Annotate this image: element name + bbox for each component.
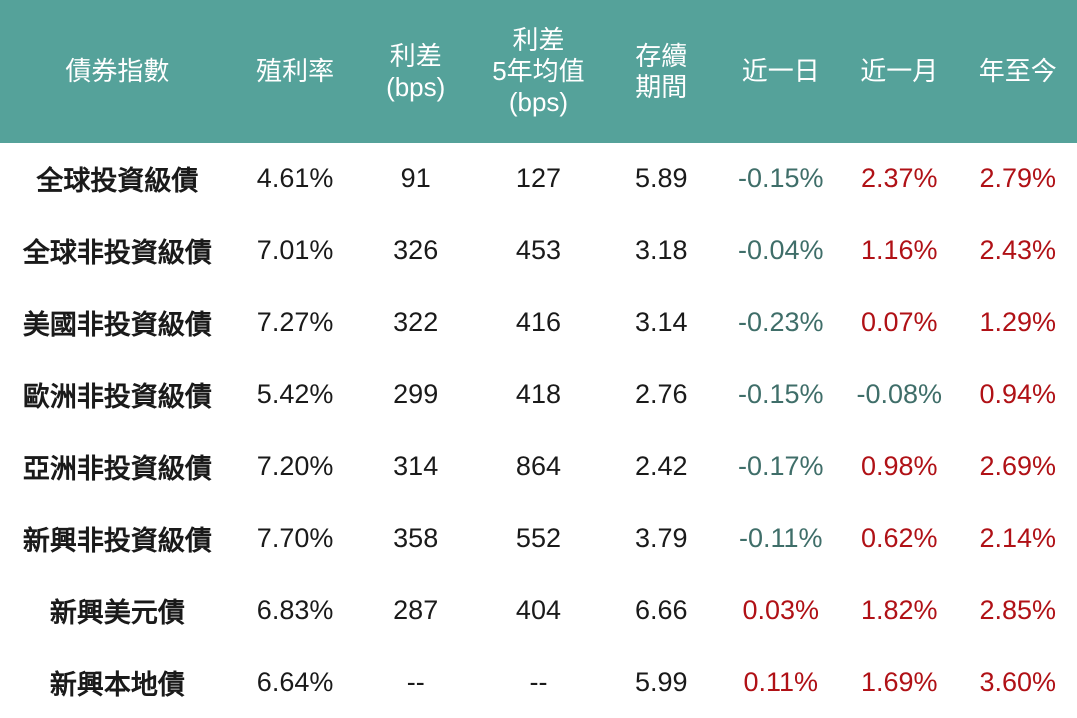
cell-chg_ytd: 2.79% <box>979 163 1057 194</box>
cell-spread_5y_avg_bps: 418 <box>515 379 561 410</box>
cell-index_name: 全球非投資級債 <box>22 238 212 269</box>
table-row: 全球非投資級債 7.01% 326 453 3.18 -0.04% 1.16% 2.43% <box>0 215 1077 287</box>
cell-chg_1d: 0.03% <box>742 594 820 625</box>
cell-chg_ytd: 1.29% <box>979 307 1057 338</box>
header-change-ytd: 年至今 <box>958 0 1077 143</box>
cell-yield: 7.70% <box>256 522 334 553</box>
cell-spread_bps: 326 <box>393 235 439 266</box>
cell-duration: 3.18 <box>634 235 688 266</box>
cell-index_name: 新興非投資級債 <box>22 525 212 556</box>
cell-spread_5y_avg_bps: 127 <box>515 163 561 194</box>
cell-spread_bps: 322 <box>393 307 439 338</box>
cell-spread_5y_avg_bps: -- <box>529 666 548 697</box>
header-yield: 殖利率 <box>234 0 356 143</box>
cell-chg_1m: 0.98% <box>860 450 938 481</box>
cell-index_name: 歐洲非投資級債 <box>22 382 212 413</box>
cell-chg_1m: 1.16% <box>860 235 938 266</box>
cell-yield: 7.01% <box>256 235 334 266</box>
table-row: 全球投資級債 4.61% 91 127 5.89 -0.15% 2.37% 2.79% <box>0 143 1077 215</box>
cell-duration: 6.66 <box>634 594 688 625</box>
cell-chg_1d: -0.17% <box>737 450 824 481</box>
cell-spread_bps: 299 <box>393 379 439 410</box>
table-row: 新興美元債 6.83% 287 404 6.66 0.03% 1.82% 2.85% <box>0 574 1077 646</box>
cell-chg_ytd: 2.85% <box>979 594 1057 625</box>
table-body: 全球投資級債 4.61% 91 127 5.89 -0.15% 2.37% 2.79% 全球非投… <box>0 143 1077 718</box>
cell-chg_ytd: 2.43% <box>979 235 1057 266</box>
cell-spread_5y_avg_bps: 416 <box>515 307 561 338</box>
cell-chg_1d: -0.23% <box>737 307 824 338</box>
cell-spread_bps: 287 <box>393 594 439 625</box>
cell-chg_ytd: 3.60% <box>979 666 1057 697</box>
cell-chg_ytd: 2.14% <box>979 522 1057 553</box>
cell-duration: 2.76 <box>634 379 688 410</box>
cell-spread_5y_avg_bps: 404 <box>515 594 561 625</box>
cell-index_name: 亞洲非投資級債 <box>22 453 212 484</box>
cell-spread_bps: -- <box>406 666 425 697</box>
cell-index_name: 全球投資級債 <box>36 166 199 197</box>
cell-chg_1m: 0.62% <box>860 522 938 553</box>
cell-yield: 4.61% <box>256 163 334 194</box>
table-row: 新興非投資級債 7.70% 358 552 3.79 -0.11% 0.62% 2.14% <box>0 502 1077 574</box>
cell-chg_1d: -0.15% <box>737 163 824 194</box>
cell-duration: 5.89 <box>634 163 688 194</box>
cell-yield: 7.27% <box>256 307 334 338</box>
cell-spread_bps: 358 <box>393 522 439 553</box>
header-spread-5y-avg: 利差 5年均值 (bps) <box>476 0 601 143</box>
cell-duration: 2.42 <box>634 450 688 481</box>
header-row: 債券指數 殖利率 利差 (bps) 利差 5年均值 (bps) 存續 期間 近一… <box>0 0 1077 143</box>
cell-yield: 5.42% <box>256 379 334 410</box>
cell-spread_5y_avg_bps: 864 <box>515 450 561 481</box>
cell-chg_ytd: 2.69% <box>979 450 1057 481</box>
cell-chg_1d: -0.04% <box>737 235 824 266</box>
cell-chg_1m: 1.82% <box>860 594 938 625</box>
cell-chg_1d: -0.11% <box>738 522 823 553</box>
cell-duration: 3.14 <box>634 307 688 338</box>
cell-index_name: 新興美元債 <box>49 597 185 628</box>
cell-spread_bps: 314 <box>393 450 439 481</box>
cell-index_name: 美國非投資級債 <box>22 310 212 341</box>
header-change-1d: 近一日 <box>721 0 840 143</box>
header-bond-index: 債券指數 <box>0 0 235 143</box>
cell-duration: 5.99 <box>634 666 688 697</box>
header-spread-bps: 利差 (bps) <box>355 0 476 143</box>
cell-spread_bps: 91 <box>400 163 431 194</box>
cell-chg_1m: -0.08% <box>856 379 943 410</box>
cell-index_name: 新興本地債 <box>49 669 185 700</box>
cell-chg_1d: 0.11% <box>743 666 819 697</box>
cell-spread_5y_avg_bps: 453 <box>515 235 561 266</box>
cell-chg_ytd: 0.94% <box>979 379 1057 410</box>
cell-spread_5y_avg_bps: 552 <box>515 522 561 553</box>
cell-yield: 7.20% <box>256 450 334 481</box>
cell-chg_1m: 2.37% <box>860 163 938 194</box>
cell-duration: 3.79 <box>634 522 688 553</box>
cell-chg_1m: 0.07% <box>860 307 938 338</box>
cell-yield: 6.64% <box>256 666 334 697</box>
table-row: 美國非投資級債 7.27% 322 416 3.14 -0.23% 0.07% 1.29% <box>0 287 1077 359</box>
header-change-1m: 近一月 <box>840 0 959 143</box>
table-row: 新興本地債 6.64% -- -- 5.99 0.11% 1.69% 3.60% <box>0 646 1077 718</box>
cell-chg_1d: -0.15% <box>737 379 824 410</box>
cell-chg_1m: 1.69% <box>860 666 938 697</box>
header-duration: 存續 期間 <box>600 0 722 143</box>
table-row: 亞洲非投資級債 7.20% 314 864 2.42 -0.17% 0.98% 2.69% <box>0 431 1077 503</box>
cell-yield: 6.83% <box>256 594 334 625</box>
table-row: 歐洲非投資級債 5.42% 299 418 2.76 -0.15% -0.08% 0.94% <box>0 359 1077 431</box>
table-header: 債券指數 殖利率 利差 (bps) 利差 5年均值 (bps) 存續 期間 近一… <box>0 0 1077 143</box>
